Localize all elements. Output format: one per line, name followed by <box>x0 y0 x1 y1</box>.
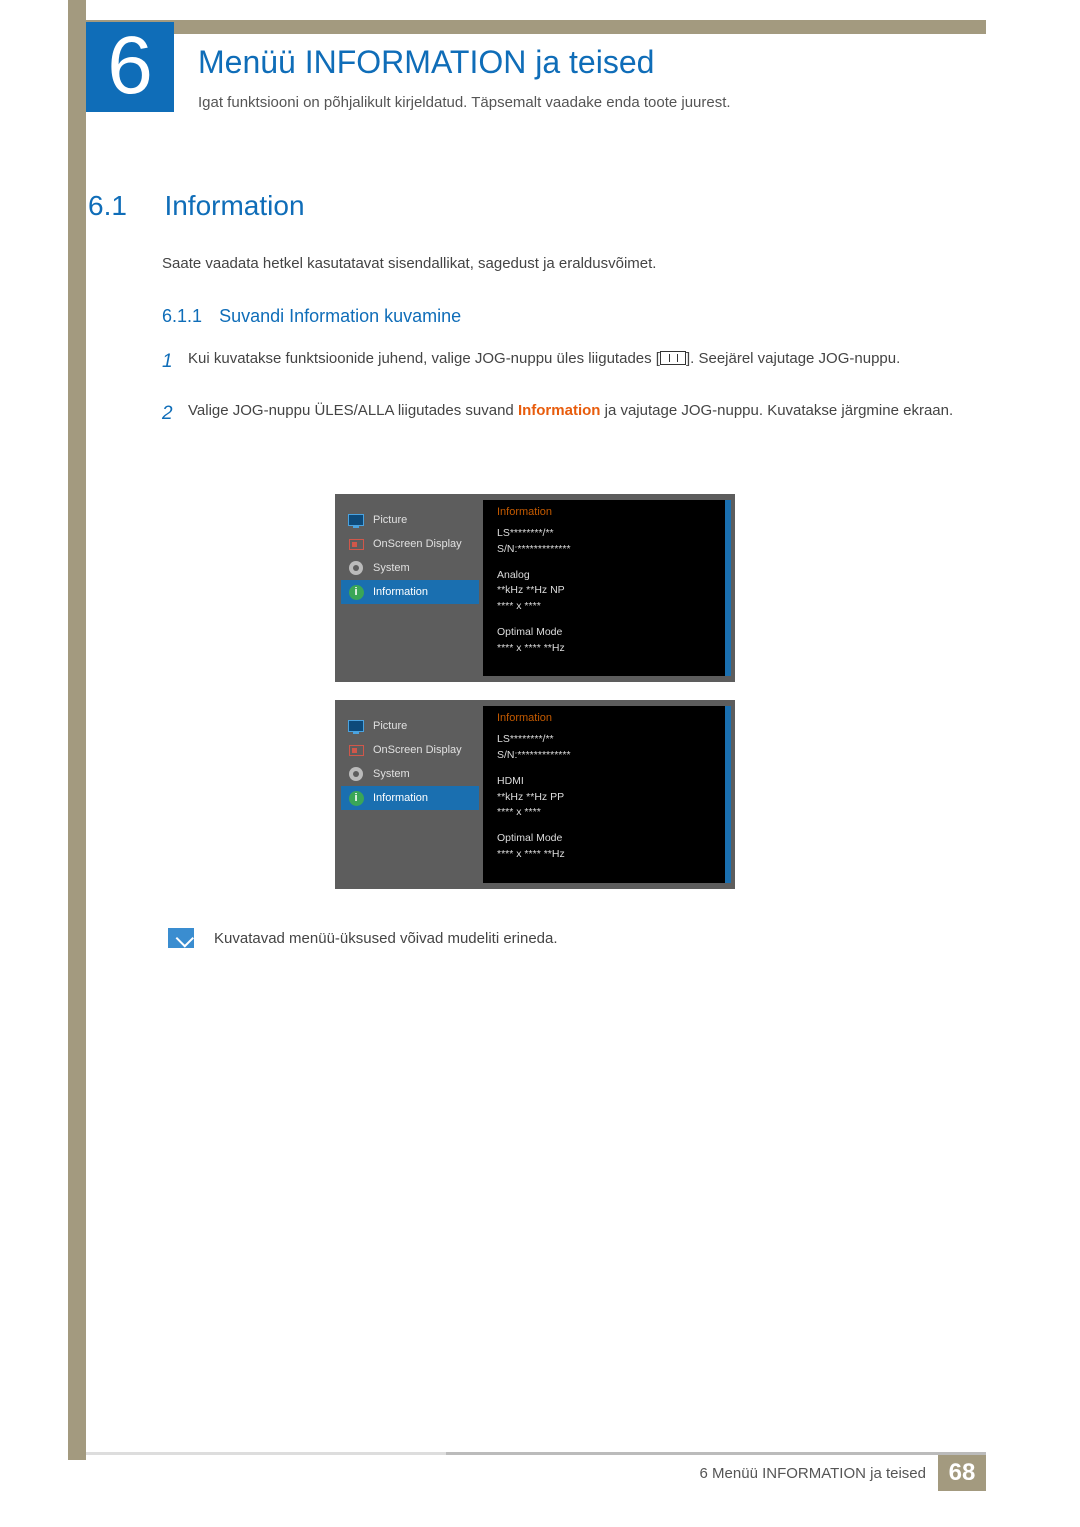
osd-menu-item-system[interactable]: System <box>341 762 479 786</box>
osd-menu-label: System <box>373 562 410 574</box>
osd-menu-label: Information <box>373 586 428 598</box>
osd-info-body: LS********/**S/N:************* HDMI**kHz … <box>497 732 715 862</box>
osd-panel: Picture OnScreen Display Systemi Informatio… <box>335 700 735 888</box>
subsection-title: Suvandi Information kuvamine <box>219 306 461 326</box>
step-body: Valige JOG-nuppu ÜLES/ALLA liigutades su… <box>188 398 962 430</box>
step-number: 1 <box>162 346 188 378</box>
osd-mode-value: **** x **** **Hz <box>497 641 715 657</box>
osd-mode-label: Optimal Mode <box>497 831 715 847</box>
osd-info-panel: Information LS********/**S/N:************… <box>483 500 731 676</box>
section-heading: 6.1 Information <box>88 190 305 222</box>
osd-model: LS********/** <box>497 526 715 542</box>
osd-screenshots: PictureOnScreen DisplaySystemiInformatio… <box>335 494 735 907</box>
footer-text: 6 Menüü INFORMATION ja teised <box>700 1465 926 1482</box>
info-icon: i <box>347 791 365 805</box>
osd-serial: S/N:************* <box>497 542 715 558</box>
osd-info-title: Information <box>497 506 715 518</box>
osd-menu-label: Picture <box>373 514 407 526</box>
note-text: Kuvatavad menüü-üksused võivad mudeliti … <box>214 930 558 947</box>
osd-menu: Picture OnScreen Display Systemi Informatio… <box>341 500 479 676</box>
osd-info-panel: Information LS********/**S/N:************… <box>483 706 731 882</box>
osd-resolution: **** x **** <box>497 805 715 821</box>
osd-menu-item-picture[interactable]: Picture <box>341 508 479 532</box>
note-row: Kuvatavad menüü-üksused võivad mudeliti … <box>168 928 558 948</box>
osd-source: HDMI <box>497 774 715 790</box>
osd-menu-label: System <box>373 768 410 780</box>
osd-menu-item-information[interactable]: i Information <box>341 580 479 604</box>
osd-mode-value: **** x **** **Hz <box>497 847 715 863</box>
chapter-subtitle: Igat funktsiooni on põhjalikult kirjelda… <box>198 94 731 111</box>
osd-menu-item-picture[interactable]: Picture <box>341 714 479 738</box>
monitor-icon <box>347 513 365 527</box>
osd-info-body: LS********/**S/N:************* Analog**kH… <box>497 526 715 656</box>
osd-menu-item-information[interactable]: i Information <box>341 786 479 810</box>
chapter-number-badge: 6 <box>86 22 174 112</box>
steps-list: 1 Kui kuvatakse funktsioonide juhend, va… <box>162 346 962 451</box>
gear-icon <box>347 561 365 575</box>
osd-panel: Picture OnScreen Display Systemi Informatio… <box>335 494 735 682</box>
osd-menu-label: OnScreen Display <box>373 538 462 550</box>
osd-freq: **kHz **Hz NP <box>497 583 715 599</box>
osd-menu-item-onscreen-display[interactable]: OnScreen Display <box>341 532 479 556</box>
osd-menu-label: Information <box>373 792 428 804</box>
osd-freq: **kHz **Hz PP <box>497 790 715 806</box>
subsection-heading: 6.1.1 Suvandi Information kuvamine <box>162 306 461 327</box>
footer-page-number: 68 <box>938 1455 986 1491</box>
osd-model: LS********/** <box>497 732 715 748</box>
section-title: Information <box>164 190 304 222</box>
osd-menu-label: OnScreen Display <box>373 744 462 756</box>
step-1: 1 Kui kuvatakse funktsioonide juhend, va… <box>162 346 962 378</box>
section-number: 6.1 <box>88 190 160 222</box>
osd-resolution: **** x **** <box>497 599 715 615</box>
osd-mode-label: Optimal Mode <box>497 625 715 641</box>
osd-menu: Picture OnScreen Display Systemi Informatio… <box>341 706 479 882</box>
left-stripe <box>68 0 86 1460</box>
top-stripe <box>86 20 986 34</box>
subsection-number: 6.1.1 <box>162 306 202 326</box>
gear-icon <box>347 767 365 781</box>
osd-serial: S/N:************* <box>497 748 715 764</box>
osd-menu-label: Picture <box>373 720 407 732</box>
menu-icon <box>660 351 686 365</box>
osd-info-title: Information <box>497 712 715 724</box>
step-2: 2 Valige JOG-nuppu ÜLES/ALLA liigutades … <box>162 398 962 430</box>
step-body: Kui kuvatakse funktsioonide juhend, vali… <box>188 346 962 378</box>
osd-menu-item-onscreen-display[interactable]: OnScreen Display <box>341 738 479 762</box>
osd-source: Analog <box>497 568 715 584</box>
footer: 6 Menüü INFORMATION ja teised 68 <box>86 1455 986 1491</box>
onscreen-display-icon <box>347 537 365 551</box>
monitor-icon <box>347 719 365 733</box>
onscreen-display-icon <box>347 743 365 757</box>
info-icon: i <box>347 585 365 599</box>
note-icon <box>168 928 194 948</box>
highlight-text: Information <box>518 402 601 419</box>
chapter-title: Menüü INFORMATION ja teised <box>198 44 654 81</box>
osd-menu-item-system[interactable]: System <box>341 556 479 580</box>
step-number: 2 <box>162 398 188 430</box>
section-intro: Saate vaadata hetkel kasutatavat sisenda… <box>162 255 656 272</box>
